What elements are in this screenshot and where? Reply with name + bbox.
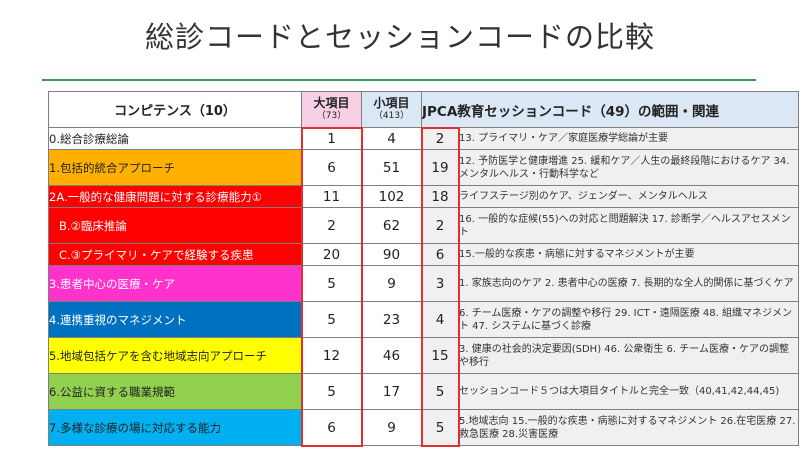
small-item-count-cell: 17 — [361, 373, 422, 410]
header-small-item: 小項目 （413） — [361, 91, 422, 128]
jpca-description-cell: 13. プライマリ・ケア／家庭医療学総論が主要 — [458, 127, 799, 150]
table-row: 6.公益に資する職業規範 5 17 5 セッションコード５つは大項目タイトルと完全一致（… — [48, 373, 799, 410]
comparison-table: コンピテンス（10） 大項目 （73） 小項目 （413） JPCA教育セッショ… — [48, 91, 799, 446]
table-row: 4.連携重視のマネジメント 5 23 4 6. チーム医療・ケアの調整や移行 29. I… — [48, 301, 799, 338]
big-item-count-cell: 1 — [301, 127, 362, 150]
jpca-description-cell: 3. 健康の社会的決定要因(SDH) 46. 公衆衛生 6. チーム医療・ケアの… — [458, 337, 799, 374]
small-item-count-cell: 9 — [361, 265, 422, 302]
header-jpca: JPCA教育セッションコード（49）の範囲・関連 — [421, 91, 799, 128]
jpca-description-cell: 12. 予防医学と健康増進 25. 緩和ケア／人生の最終段階におけるケア 34.… — [458, 149, 799, 186]
header-big-item-label: 大項目 — [313, 95, 350, 110]
jpca-count-cell: 5 — [421, 409, 459, 446]
slide-title: 総診コードとセッションコードの比較 — [144, 20, 655, 54]
competence-cell: 2A.一般的な健康問題に対する診療能力① — [48, 185, 302, 208]
big-item-count-cell: 5 — [301, 301, 362, 338]
big-item-count-cell: 5 — [301, 265, 362, 302]
jpca-description-cell: ライフステージ別のケア、ジェンダー、メンタルヘルス — [458, 185, 799, 208]
competence-cell: 4.連携重視のマネジメント — [48, 301, 302, 338]
jpca-count-cell: 5 — [421, 373, 459, 410]
table-row: B.②臨床推論 2 62 2 16. 一般的な症候(55)への対応と問題解決 17. 診… — [48, 207, 799, 244]
small-item-count-cell: 23 — [361, 301, 422, 338]
title-divider — [42, 79, 756, 81]
table-row: 0.総合診療総論 1 4 2 13. プライマリ・ケア／家庭医療学総論が主要 — [48, 127, 799, 150]
small-item-count-cell: 51 — [361, 149, 422, 186]
small-item-count-cell: 90 — [361, 243, 422, 266]
jpca-count-cell: 18 — [421, 185, 459, 208]
big-item-count-cell: 6 — [301, 149, 362, 186]
header-big-item-count: （73） — [316, 110, 347, 121]
small-item-count-cell: 102 — [361, 185, 422, 208]
table-row: C.③プライマリ・ケアで経験する疾患 20 90 6 15.一般的な疾患・病態に対するマ… — [48, 243, 799, 266]
table-row: 5.地域包括ケアを含む地域志向アプローチ 12 46 15 3. 健康の社会的決定要因(… — [48, 337, 799, 374]
jpca-description-cell: 15.一般的な疾患・病態に対するマネジメントが主要 — [458, 243, 799, 266]
table-row: 7.多様な診療の場に対応する能力 6 9 5 5.地域志向 15.一般的な疾患・病態に対… — [48, 409, 799, 446]
jpca-description-cell: 1. 家族志向のケア 2. 患者中心の医療 7. 長期的な全人的関係に基づくケア — [458, 265, 799, 302]
jpca-description-cell: 5.地域志向 15.一般的な疾患・病態に対するマネジメント 26.在宅医療 27… — [458, 409, 799, 446]
header-small-item-label: 小項目 — [373, 95, 410, 110]
jpca-count-cell: 2 — [421, 127, 459, 150]
big-item-count-cell: 11 — [301, 185, 362, 208]
table-row: 2A.一般的な健康問題に対する診療能力① 11 102 18 ライフステージ別のケア、ジ… — [48, 185, 799, 208]
competence-cell: 3.患者中心の医療・ケア — [48, 265, 302, 302]
table-row: 3.患者中心の医療・ケア 5 9 3 1. 家族志向のケア 2. 患者中心の医療 7. … — [48, 265, 799, 302]
competence-cell: 5.地域包括ケアを含む地域志向アプローチ — [48, 337, 302, 374]
jpca-description-cell: 16. 一般的な症候(55)への対応と問題解決 17. 診断学／ヘルスアセスメン… — [458, 207, 799, 244]
header-big-item: 大項目 （73） — [301, 91, 362, 128]
competence-cell: 7.多様な診療の場に対応する能力 — [48, 409, 302, 446]
jpca-count-cell: 6 — [421, 243, 459, 266]
competence-cell: 1.包括的統合アプローチ — [48, 149, 302, 186]
small-item-count-cell: 62 — [361, 207, 422, 244]
jpca-count-cell: 2 — [421, 207, 459, 244]
header-competence: コンピテンス（10） — [48, 91, 302, 128]
big-item-count-cell: 6 — [301, 409, 362, 446]
jpca-count-cell: 19 — [421, 149, 459, 186]
competence-cell: 6.公益に資する職業規範 — [48, 373, 302, 410]
big-item-count-cell: 5 — [301, 373, 362, 410]
jpca-description-cell: 6. チーム医療・ケアの調整や移行 29. ICT・遠隔医療 48. 組織マネジ… — [458, 301, 799, 338]
big-item-count-cell: 20 — [301, 243, 362, 266]
big-item-count-cell: 2 — [301, 207, 362, 244]
competence-cell: B.②臨床推論 — [48, 207, 302, 244]
competence-cell: 0.総合診療総論 — [48, 127, 302, 150]
jpca-count-cell: 15 — [421, 337, 459, 374]
header-small-item-count: （413） — [373, 110, 410, 121]
small-item-count-cell: 4 — [361, 127, 422, 150]
competence-cell: C.③プライマリ・ケアで経験する疾患 — [48, 243, 302, 266]
jpca-description-cell: セッションコード５つは大項目タイトルと完全一致（40,41,42,44,45) — [458, 373, 799, 410]
small-item-count-cell: 9 — [361, 409, 422, 446]
big-item-count-cell: 12 — [301, 337, 362, 374]
small-item-count-cell: 46 — [361, 337, 422, 374]
table-row: 1.包括的統合アプローチ 6 51 19 12. 予防医学と健康増進 25. 緩和ケア／… — [48, 149, 799, 186]
jpca-count-cell: 4 — [421, 301, 459, 338]
jpca-count-cell: 3 — [421, 265, 459, 302]
